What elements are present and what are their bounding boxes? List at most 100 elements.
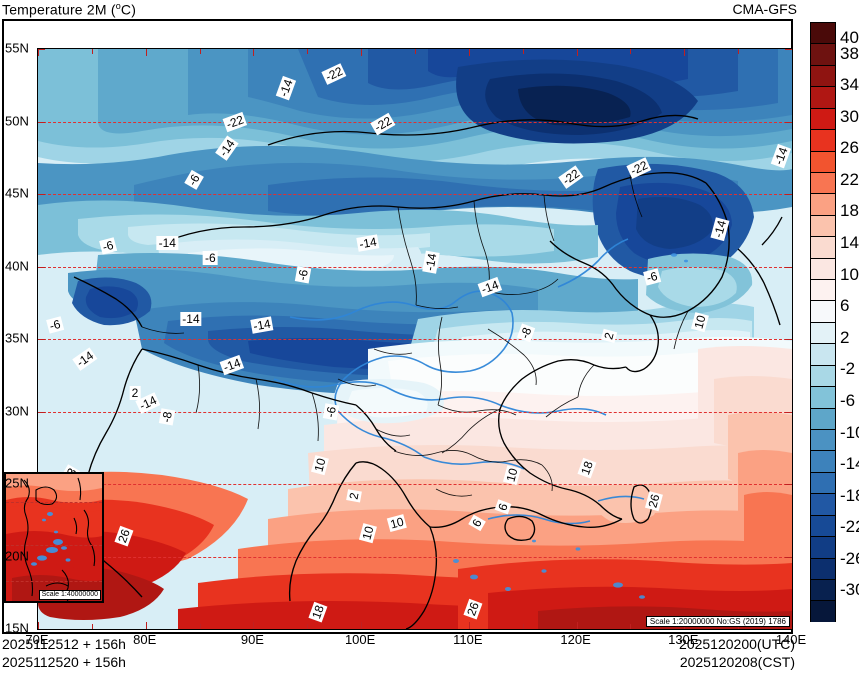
y-axis-label-25N: 25N xyxy=(5,475,29,491)
colorbar-swatch xyxy=(810,214,836,237)
y-axis-label-15N: 15N xyxy=(5,620,29,636)
y-axis-label-50N: 50N xyxy=(5,113,29,128)
tick-lat xyxy=(38,339,45,340)
tick-lon-minor xyxy=(361,49,363,54)
x-axis-label-110E: 110E xyxy=(453,632,483,647)
temperature-field xyxy=(38,49,792,629)
tick-lon-minor xyxy=(522,49,524,54)
colorbar-tick-label: -26 xyxy=(840,548,859,568)
tick-lat xyxy=(785,411,792,413)
tick-lat xyxy=(38,49,45,50)
map-scale-stamp: Scale 1:20000000 No:GS (2019) 1786 xyxy=(645,616,790,627)
colorbar-tick-label: 34 xyxy=(840,75,859,95)
colorbar-tick-label: 40 xyxy=(840,27,859,47)
colorbar-tick-label: 6 xyxy=(840,296,850,316)
colorbar-swatch xyxy=(810,429,836,451)
contour-label: -14 xyxy=(156,236,178,251)
colorbar-swatch xyxy=(810,364,836,387)
tick-lon-minor xyxy=(307,49,309,54)
colorbar-swatch xyxy=(810,279,836,301)
tick-lon-minor xyxy=(91,624,93,629)
y-axis-label-35N: 35N xyxy=(5,330,29,346)
colorbar-swatch xyxy=(810,64,836,87)
colorbar-tick-label: -6 xyxy=(840,390,856,410)
valid-time-utc: 2025120200(UTC) xyxy=(679,636,795,652)
tick-lon xyxy=(792,49,793,56)
colorbar-swatch xyxy=(810,86,836,108)
colorbar-tick-label: 18 xyxy=(840,201,859,221)
graticule-lat-20N xyxy=(38,556,792,558)
tick-lat xyxy=(38,194,45,195)
graticule-lat-25N xyxy=(38,484,792,485)
contour-label: -6 xyxy=(202,250,218,265)
colorbar-tick-label: -10 xyxy=(840,422,859,442)
contour-label: -14 xyxy=(250,315,274,334)
tick-lat xyxy=(785,556,792,558)
map-canvas: -14 -22 -22 -22 -22 -22 -14 -14 -6 -6 -14 -6 -14 -6 -1… xyxy=(38,49,792,629)
contour-label: 2 xyxy=(345,489,362,503)
graticule-lat-40N xyxy=(38,266,792,268)
colorbar-swatch xyxy=(810,22,836,44)
tick-lon xyxy=(38,622,39,629)
page-title-text: Temperature 2M ( xyxy=(2,1,116,18)
colorbar-tick-label: 38 xyxy=(840,43,859,63)
graticule-lat-45N xyxy=(38,194,792,195)
degree-symbol: o xyxy=(115,1,121,11)
init-time-utc: 2025112512 + 156h xyxy=(2,636,126,652)
colorbar-tick-label: -2 xyxy=(840,359,856,379)
colorbar-tick-label: -18 xyxy=(840,485,859,505)
graticule-lat-30N xyxy=(38,411,792,413)
colorbar-tick-label: 10 xyxy=(840,264,859,284)
contour-label: -8 xyxy=(159,408,176,426)
colorbar-swatch xyxy=(810,321,836,344)
map-frame: -14 -22 -22 -22 -22 -22 -14 -14 -6 -6 -14 -6 -14 -6 -1… xyxy=(2,19,806,647)
tick-lon-minor xyxy=(199,49,201,54)
colorbar-swatch xyxy=(810,471,836,494)
page-title-unit: C) xyxy=(120,1,137,18)
tick-lat xyxy=(38,266,45,268)
contour-label: -14 xyxy=(180,311,202,326)
tick-lon-minor xyxy=(199,624,201,629)
tick-lon-minor xyxy=(307,624,309,629)
x-axis-label-130E: 130E xyxy=(668,632,699,647)
valid-time-cst: 2025120208(CST) xyxy=(679,654,795,670)
tick-lat xyxy=(38,121,45,123)
tick-lon-minor xyxy=(145,49,147,54)
tick-lon xyxy=(38,49,39,56)
colorbar-tick-label: -22 xyxy=(840,517,859,537)
colorbar-swatch xyxy=(810,386,836,408)
x-axis-label-80E: 80E xyxy=(133,632,157,647)
colorbar-tick-label: -14 xyxy=(840,454,859,474)
map-plot-area[interactable]: -14 -22 -22 -22 -22 -22 -14 -14 -6 -6 -14 -6 -14 -6 -1… xyxy=(37,48,793,630)
tick-lon-minor xyxy=(415,49,416,54)
colorbar-swatch xyxy=(810,493,836,515)
tick-lon-minor xyxy=(522,624,524,629)
colorbar-swatch xyxy=(810,407,836,430)
tick-lon-minor xyxy=(684,49,686,54)
tick-lat xyxy=(785,484,792,485)
colorbar-tick-label: 30 xyxy=(840,106,859,126)
y-axis-label-30N: 30N xyxy=(5,403,29,418)
tick-lat xyxy=(785,266,792,268)
graticule-lat-35N xyxy=(38,339,792,340)
tick-lon-minor xyxy=(468,624,470,629)
x-axis-label-140E: 140E xyxy=(775,632,807,647)
colorbar-swatch xyxy=(810,300,836,322)
colorbar-swatch xyxy=(810,557,836,579)
colorbar-swatch xyxy=(810,257,836,280)
tick-lon-minor xyxy=(253,624,255,629)
graticule-lat-50N xyxy=(38,121,792,123)
x-axis-label-120E: 120E xyxy=(560,632,591,647)
tick-lat xyxy=(785,194,792,195)
tick-lat xyxy=(38,411,45,413)
colorbar-swatch xyxy=(810,171,836,194)
tick-lat xyxy=(785,121,792,123)
colorbar-tick-label: 14 xyxy=(840,233,859,253)
inset-scale-stamp: Scale 1:40000000 xyxy=(38,590,101,600)
inset-map[interactable]: Scale 1:40000000 xyxy=(4,472,104,603)
tick-lon-minor xyxy=(738,49,740,54)
colorbar-tick-label: 22 xyxy=(840,169,859,189)
contour-label: -6 xyxy=(294,266,312,284)
y-axis-label-45N: 45N xyxy=(5,185,29,201)
